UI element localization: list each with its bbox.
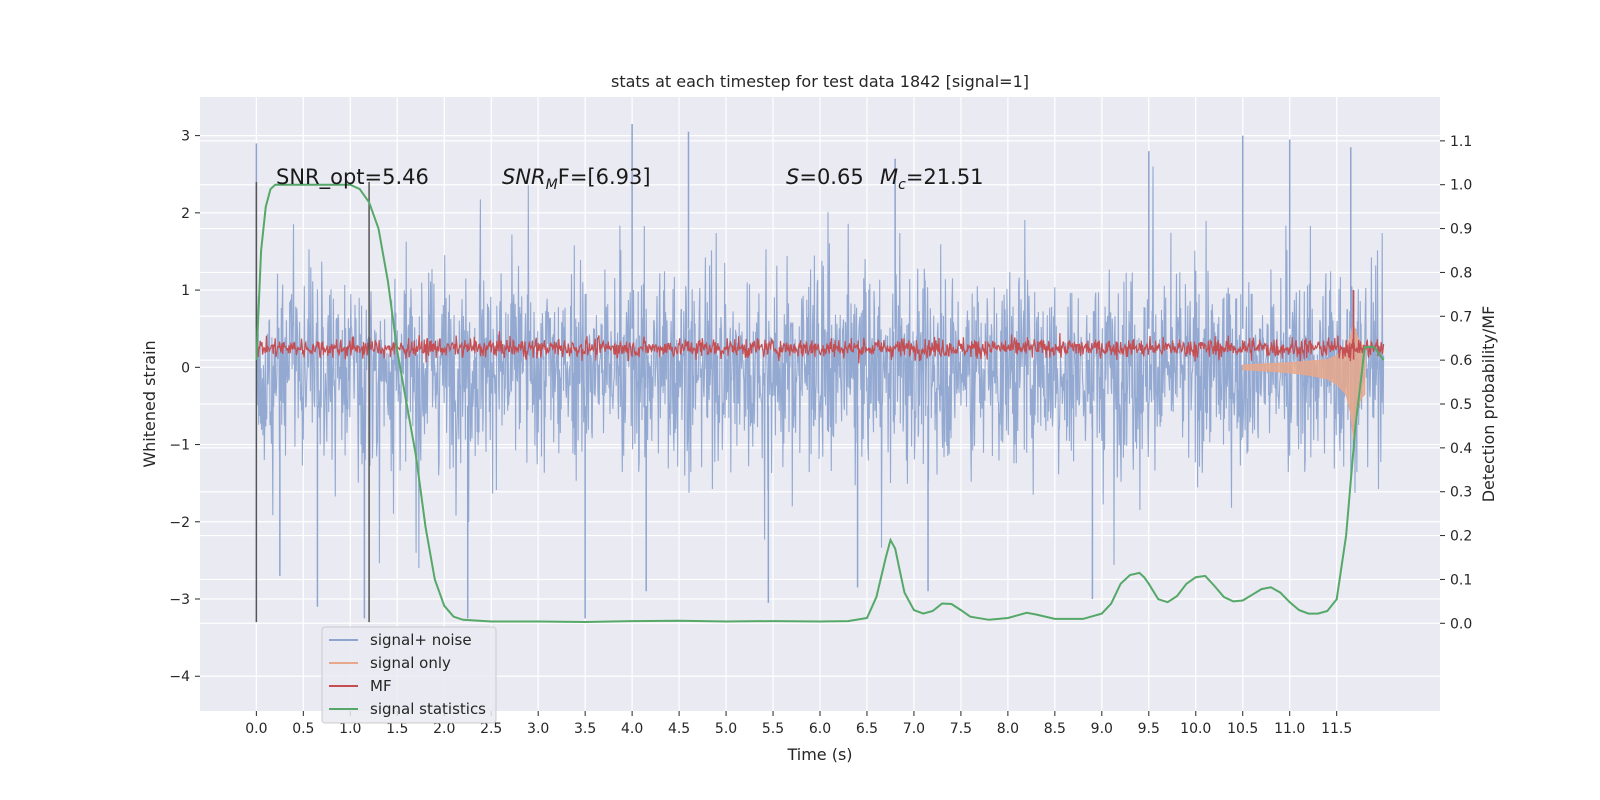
mc-annotation: Mc=21.51 [880,165,984,193]
annotations: SNR_opt=5.46 SNRMF=[6.93] S=0.65 Mc=21.5… [276,165,984,193]
y-axis-ticks: 3 2 1 0 −1 −2 −3 −4 [169,129,200,685]
y-tick-label: 2 [181,206,190,222]
y2-axis-label: Detection probability/MF [1479,306,1498,503]
y2-tick-label: 0.4 [1450,441,1472,457]
y2-tick-label: 0.7 [1450,309,1472,325]
x-tick-label: 8.0 [997,721,1019,737]
x-tick-label: 1.5 [386,721,408,737]
legend-box [321,626,497,724]
x-tick-label: 9.0 [1091,721,1113,737]
y2-axis-ticks: 1.1 1.0 0.9 0.8 0.7 0.6 0.5 0.4 0.3 0.2 0.1 0.0 [1440,134,1472,632]
x-tick-label: 0.5 [292,721,314,737]
y2-tick-label: 1.0 [1450,178,1472,194]
x-tick-label: 6.5 [856,721,878,737]
legend-item-signal-noise: signal+ noise [329,631,472,649]
legend-label-signal-only: signal only [370,654,451,672]
legend: signal+ noise signal only MF signal stat… [321,626,497,724]
x-tick-label: 2.0 [433,721,455,737]
x-tick-label: 7.0 [903,721,925,737]
x-axis-ticks: 0.0 0.5 1.0 1.5 2.0 2.5 3.0 3.5 4.0 4.5 5.0 5.5 6.0 6… [245,711,1352,737]
signal-only-area [1242,322,1366,441]
x-tick-label: 9.5 [1138,721,1160,737]
x-tick-label: 7.5 [950,721,972,737]
y-tick-label: 0 [181,360,190,376]
y2-tick-label: 0.1 [1450,572,1472,588]
x-tick-label: 6.0 [809,721,831,737]
x-tick-label: 3.0 [527,721,549,737]
x-tick-label: 3.5 [574,721,596,737]
series-layer [255,124,1385,624]
legend-label-signal-statistics: signal statistics [370,700,486,718]
y2-tick-label: 0.3 [1450,485,1472,501]
x-tick-label: 4.0 [621,721,643,737]
s-annotation: S=0.65 [786,165,864,189]
y2-tick-label: 0.8 [1450,265,1472,281]
legend-item-mf: MF [329,677,392,695]
y-tick-label: −3 [169,592,190,608]
x-tick-label: 8.5 [1044,721,1066,737]
legend-label-signal-noise: signal+ noise [370,631,472,649]
y-tick-label: 3 [181,129,190,145]
x-tick-label: 4.5 [668,721,690,737]
y2-tick-label: 0.5 [1450,397,1472,413]
y2-tick-label: 0.9 [1450,222,1472,238]
x-tick-label: 11.0 [1274,721,1305,737]
x-tick-label: 10.0 [1180,721,1211,737]
legend-item-signal-only: signal only [329,654,451,672]
x-tick-label: 0.0 [245,721,267,737]
x-tick-label: 11.5 [1321,721,1352,737]
y-tick-label: 1 [181,283,190,299]
signal-statistics-line [255,183,1385,624]
x-tick-label: 2.5 [480,721,502,737]
signal-noise-line [255,166,1385,569]
snr-mf-annotation: SNRMF=[6.93] [502,165,651,193]
mf-line [255,331,1385,364]
y2-tick-label: 0.0 [1450,616,1472,632]
legend-label-mf: MF [370,677,392,695]
y2-tick-label: 0.6 [1450,353,1472,369]
x-tick-label: 10.5 [1227,721,1258,737]
snr-opt-annotation: SNR_opt=5.46 [276,165,429,190]
y-tick-label: −4 [169,669,190,685]
x-tick-label: 1.0 [339,721,361,737]
y-axis-label: Whitened strain [140,340,159,467]
chart-title: stats at each timestep for test data 184… [611,72,1029,91]
x-tick-label: 5.0 [715,721,737,737]
x-axis-label: Time (s) [786,745,852,764]
legend-item-signal-statistics: signal statistics [329,700,486,718]
y2-tick-label: 1.1 [1450,134,1472,150]
x-tick-label: 5.5 [762,721,784,737]
y-tick-label: −1 [169,438,190,454]
y2-tick-label: 0.2 [1450,529,1472,545]
y-tick-label: −2 [169,515,190,531]
